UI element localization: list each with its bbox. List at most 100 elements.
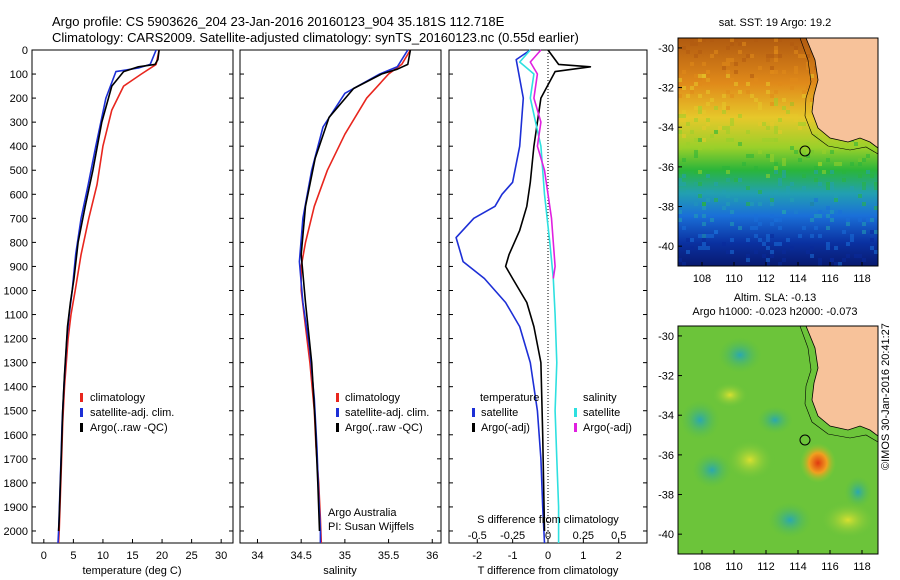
sst-pixel [678, 78, 682, 82]
sst-pixel [694, 74, 698, 78]
sst-pixel [766, 246, 770, 250]
sst-pixel [770, 250, 774, 254]
sst-pixel [678, 214, 682, 218]
sst-pixel [698, 246, 702, 250]
sst-pixel [734, 38, 738, 42]
sst-pixel [746, 258, 750, 262]
sst-pixel [850, 186, 854, 190]
shelf-contour [799, 38, 878, 155]
salinity-panel: 34 34.5 35 35.5 36 salinity climatology sate… [239, 49, 442, 577]
legend-swatch-argo [80, 423, 83, 432]
x-tick-label: 20 [156, 550, 168, 562]
sst-pixel [834, 246, 838, 250]
sst-pixel [770, 54, 774, 58]
sst-pixel [726, 178, 730, 182]
sst-pixel [746, 82, 750, 86]
sst-pixel [730, 250, 734, 254]
sst-pixel [810, 98, 814, 102]
sst-pixel [690, 62, 694, 66]
sst-pixel [698, 94, 702, 98]
sst-pixel [722, 102, 726, 106]
sst-pixel [822, 150, 826, 154]
sst-pixel [706, 246, 710, 250]
sst-pixel [698, 110, 702, 114]
sst-pixel [802, 90, 806, 94]
sst-pixel [846, 242, 850, 246]
sst-pixel [854, 254, 858, 258]
sst-pixel [874, 150, 878, 154]
sst-pixel [702, 78, 706, 82]
x-tick-label: 36 [426, 550, 438, 562]
x-tick-label: -2 [472, 550, 482, 562]
x-tick-label: 25 [185, 550, 197, 562]
sst-pixel [802, 122, 806, 126]
sst-pixel [726, 130, 730, 134]
sst-pixel [782, 170, 786, 174]
sst-pixel [798, 54, 802, 58]
sst-pixel [722, 242, 726, 246]
legend-swatch-satellite [336, 408, 339, 417]
sst-pixel [694, 214, 698, 218]
sst-pixel [698, 74, 702, 78]
sla-blob [768, 502, 812, 538]
series-line-sal-2 [300, 49, 412, 532]
sst-axes-box [677, 37, 879, 267]
sst-pixel [766, 238, 770, 242]
sst-pixel [774, 170, 778, 174]
sst-pixel [694, 50, 698, 54]
sst-pixel [762, 122, 766, 126]
sst-pixel [810, 218, 814, 222]
sst-pixel [846, 218, 850, 222]
sst-pixel [830, 214, 834, 218]
sst-pixel [758, 150, 762, 154]
sst-pixel [770, 66, 774, 70]
sst-pixel [694, 150, 698, 154]
sst-pixel [834, 198, 838, 202]
series-line-temp-2 [57, 49, 160, 532]
salinity-xlabel: salinity [323, 565, 357, 577]
map-y-tick-label: -34 [658, 410, 674, 422]
sst-pixel [802, 226, 806, 230]
sst-pixel [870, 174, 874, 178]
sst-pixel [758, 238, 762, 242]
sst-pixel [782, 174, 786, 178]
sst-pixel [770, 94, 774, 98]
map-x-tick-label: 114 [789, 561, 807, 573]
sst-pixel [730, 238, 734, 242]
sst-pixel [874, 230, 878, 234]
map-y-tick-label: -32 [658, 371, 674, 383]
sst-pixel [814, 170, 818, 174]
sst-pixel [826, 142, 830, 146]
float-pi-label: PI: Susan Wijffels [328, 521, 414, 533]
sst-pixel [742, 42, 746, 46]
sst-pixel [854, 142, 858, 146]
sst-pixel [682, 174, 686, 178]
sst-pixel [826, 214, 830, 218]
sst-pixel [706, 234, 710, 238]
sst-pixel [790, 102, 794, 106]
sst-pixel [730, 138, 734, 142]
sst-pixel [766, 126, 770, 130]
sst-pixel [766, 90, 770, 94]
sst-pixel [814, 166, 818, 170]
sst-pixel [686, 94, 690, 98]
sst-pixel [870, 246, 874, 250]
sst-pixel [798, 234, 802, 238]
sst-pixel [826, 242, 830, 246]
sst-pixel [806, 154, 810, 158]
sst-pixel [790, 114, 794, 118]
legend-label-argo: Argo(..raw -QC) [90, 422, 168, 434]
sst-pixel [778, 218, 782, 222]
sst-pixel [690, 238, 694, 242]
sst-pixel [858, 194, 862, 198]
s-tick-label: 0 [545, 530, 551, 542]
sst-pixel [702, 238, 706, 242]
sst-pixel [846, 222, 850, 226]
sst-pixel [742, 162, 746, 166]
sst-pixel [734, 82, 738, 86]
sst-pixel [678, 218, 682, 222]
sst-pixel [794, 118, 798, 122]
sst-pixel [746, 202, 750, 206]
sst-pixel [714, 50, 718, 54]
legend-label-s-satellite: satellite [583, 407, 620, 419]
